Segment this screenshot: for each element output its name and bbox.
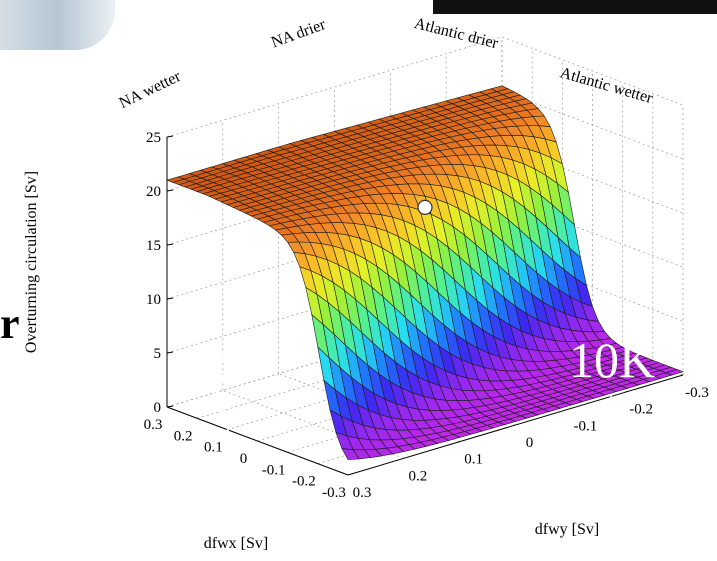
left-edge-glyph: r <box>0 299 20 348</box>
x-tick-label: 0 <box>240 451 248 467</box>
decorative-image-top-left <box>0 0 115 50</box>
z-tick <box>166 243 174 246</box>
z-tick-label: 5 <box>154 346 162 362</box>
region-label: Atlantic wetter <box>558 64 655 107</box>
y-tick-label: -0.3 <box>685 385 709 401</box>
annotation-2k-pointer <box>209 371 237 457</box>
annotation-2k: 2K <box>173 341 234 397</box>
x-tick-label: -0.3 <box>322 485 346 501</box>
x-tick-label: 0.2 <box>174 428 193 444</box>
z-gridline <box>166 252 684 354</box>
region-label: NA wetter <box>117 68 185 113</box>
y-tick-label: 0.1 <box>464 452 483 468</box>
x-tick-label: 0.3 <box>144 417 163 433</box>
y-axis-line <box>347 374 684 476</box>
z-tick-label: 0 <box>154 400 162 416</box>
annotation-10k: 10K <box>569 332 655 388</box>
y-axis-label: dfwy [Sv] <box>535 521 599 538</box>
z-gridline <box>166 198 684 300</box>
x-tick-label: 0.1 <box>204 440 223 456</box>
z-gridline <box>166 36 684 138</box>
surface-patch <box>341 448 360 460</box>
z-tick <box>166 405 174 408</box>
z-tick-label: 25 <box>146 130 161 146</box>
z-tick-label: 15 <box>146 238 161 254</box>
x-tick-label: -0.2 <box>292 474 316 490</box>
axes <box>166 135 684 476</box>
z-tick <box>166 189 174 192</box>
y-tick-label: 0.2 <box>408 468 427 484</box>
z-tick-label: 10 <box>146 292 161 308</box>
z-tick-label: 20 <box>146 184 161 200</box>
region-label: Atlantic drier <box>412 15 500 52</box>
marker-point <box>417 199 433 215</box>
x-axis-label: dfwx [Sv] <box>204 535 268 552</box>
decorative-image-top-right <box>433 0 717 14</box>
floor-gridline <box>222 390 404 459</box>
z-axis-label: Overturning circulation [Sv] <box>23 171 40 353</box>
z-tick <box>166 135 174 138</box>
z-tick <box>166 297 174 300</box>
y-tick-label: 0.3 <box>353 485 372 501</box>
region-label: NA drier <box>269 16 328 52</box>
y-tick-label: -0.1 <box>573 418 597 434</box>
surface-mesh <box>166 85 684 460</box>
y-tick-label: 0 <box>526 435 534 451</box>
z-tick <box>166 351 174 354</box>
x-axis-line <box>166 406 349 476</box>
x-tick-label: -0.1 <box>262 462 286 478</box>
y-tick-label: -0.2 <box>629 402 653 418</box>
